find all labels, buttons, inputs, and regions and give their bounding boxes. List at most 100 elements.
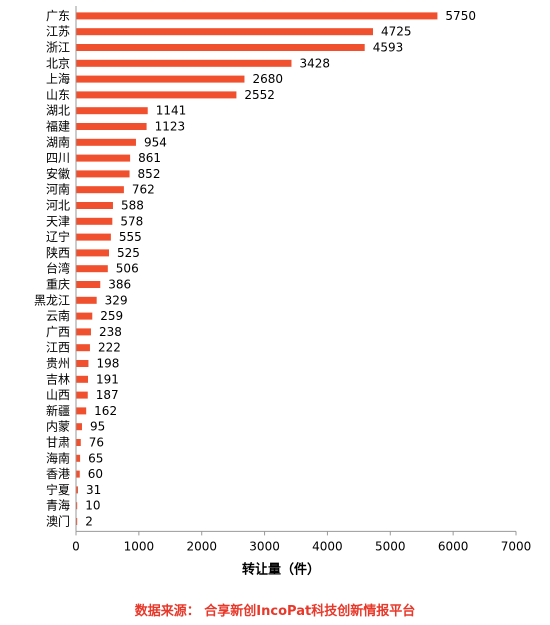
category-label: 江苏 xyxy=(46,25,70,39)
source-note: 数据来源： 合享新创IncoPat科技创新情报平台 xyxy=(134,604,416,619)
value-label: 60 xyxy=(88,467,103,481)
bar xyxy=(76,12,438,20)
value-label: 5750 xyxy=(445,9,476,23)
value-label: 238 xyxy=(99,325,122,339)
value-label: 95 xyxy=(90,420,105,434)
value-label: 329 xyxy=(105,293,128,307)
bar xyxy=(76,107,148,115)
bar xyxy=(76,265,108,273)
value-label: 506 xyxy=(116,262,139,276)
value-label: 555 xyxy=(119,230,142,244)
category-label: 辽宁 xyxy=(46,229,70,244)
value-label: 162 xyxy=(94,404,117,418)
category-label: 宁夏 xyxy=(46,482,70,497)
x-tick-label: 6000 xyxy=(438,539,469,553)
value-label: 259 xyxy=(100,309,123,323)
bar xyxy=(76,91,237,99)
category-label: 青海 xyxy=(46,498,70,513)
x-tick-label: 3000 xyxy=(249,539,280,553)
bar xyxy=(76,391,88,399)
value-label: 10 xyxy=(85,499,100,513)
category-label: 安徽 xyxy=(46,166,70,181)
bar xyxy=(76,44,365,51)
category-label: 广东 xyxy=(46,9,70,23)
value-label: 588 xyxy=(121,199,144,213)
bar xyxy=(76,154,131,162)
bar xyxy=(76,502,78,510)
bar xyxy=(76,454,81,462)
x-tick-label: 0 xyxy=(72,539,80,553)
bars-group xyxy=(76,12,438,525)
category-label: 河南 xyxy=(46,182,70,197)
x-axis-title: 转让量（件） xyxy=(242,561,320,577)
category-label: 山东 xyxy=(46,88,70,102)
value-label: 4593 xyxy=(373,41,404,55)
category-label: 浙江 xyxy=(46,41,70,55)
category-label: 广西 xyxy=(46,325,70,339)
bar xyxy=(76,375,89,383)
bar xyxy=(76,423,82,431)
bar xyxy=(76,59,292,67)
bar xyxy=(76,439,81,446)
bar xyxy=(76,217,113,225)
value-label: 31 xyxy=(86,483,101,497)
value-label: 187 xyxy=(96,388,119,402)
x-axis: 0 1000 2000 3000 4000 5000 6000 7000 xyxy=(72,6,531,553)
value-label: 222 xyxy=(98,341,121,355)
value-label: 861 xyxy=(138,151,161,165)
value-label: 525 xyxy=(117,246,140,260)
value-label: 2 xyxy=(85,515,93,529)
category-label: 湖北 xyxy=(46,103,70,118)
bar-chart: 广东江苏浙江北京上海山东湖北福建湖南四川安徽河南河北天津辽宁陕西台湾重庆黑龙江云… xyxy=(34,6,531,577)
category-label: 山西 xyxy=(46,388,70,402)
value-label: 578 xyxy=(120,214,143,228)
value-label: 2680 xyxy=(252,72,283,86)
bar xyxy=(76,312,93,320)
category-label: 台湾 xyxy=(46,261,70,276)
x-tick-label: 5000 xyxy=(375,539,406,553)
category-label: 云南 xyxy=(46,308,70,323)
bar xyxy=(76,470,80,478)
x-tick-label: 7000 xyxy=(501,539,532,553)
bar xyxy=(76,202,113,209)
value-label: 2552 xyxy=(244,88,275,102)
value-label: 1141 xyxy=(156,104,187,118)
x-tick-label: 1000 xyxy=(124,539,155,553)
x-tick-label: 4000 xyxy=(312,539,343,553)
category-label: 内蒙 xyxy=(46,420,70,434)
value-label: 852 xyxy=(138,167,161,181)
category-labels: 广东江苏浙江北京上海山东湖北福建湖南四川安徽河南河北天津辽宁陕西台湾重庆黑龙江云… xyxy=(34,9,70,529)
bar xyxy=(76,344,90,352)
category-label: 贵州 xyxy=(46,357,70,371)
category-label: 吉林 xyxy=(46,372,70,386)
bar xyxy=(76,123,147,130)
category-label: 陕西 xyxy=(46,245,70,260)
value-label: 386 xyxy=(108,278,131,292)
category-label: 河北 xyxy=(46,199,70,213)
bar xyxy=(76,186,124,194)
bar xyxy=(76,233,111,241)
value-label: 76 xyxy=(89,436,104,450)
value-label: 954 xyxy=(144,135,167,149)
value-label: 198 xyxy=(96,357,119,371)
category-label: 海南 xyxy=(46,450,70,465)
x-tick-label: 2000 xyxy=(186,539,217,553)
bar xyxy=(76,138,136,146)
category-label: 澳门 xyxy=(46,514,70,529)
bar xyxy=(76,407,87,415)
category-label: 新疆 xyxy=(46,403,70,418)
value-label: 4725 xyxy=(381,25,412,39)
bar xyxy=(76,170,130,178)
bar xyxy=(76,486,78,494)
bar xyxy=(76,296,97,304)
bar xyxy=(76,518,78,525)
category-label: 天津 xyxy=(46,214,70,228)
bar xyxy=(76,360,89,367)
category-label: 四川 xyxy=(46,151,70,165)
category-label: 江西 xyxy=(46,341,70,355)
value-label: 191 xyxy=(96,372,119,386)
category-label: 福建 xyxy=(46,119,70,134)
value-label: 65 xyxy=(88,451,103,465)
bar xyxy=(76,281,101,288)
